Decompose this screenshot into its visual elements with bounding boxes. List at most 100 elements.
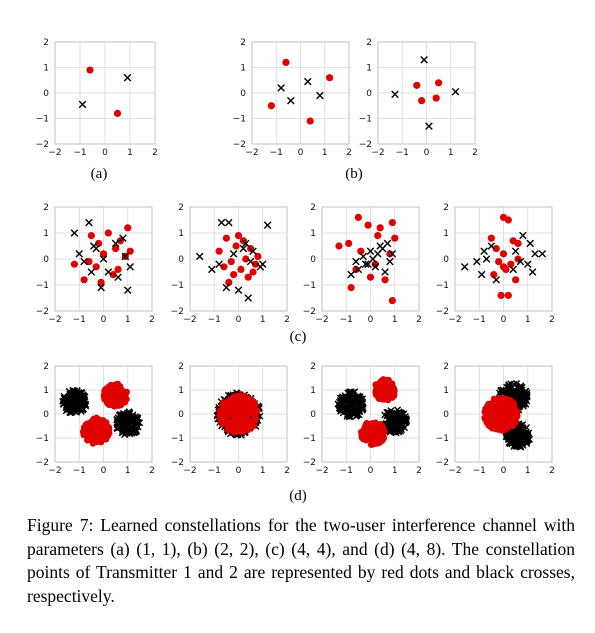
y-tick-label: −1 <box>303 434 316 444</box>
x-tick-label: 2 <box>416 466 422 476</box>
black-cross-point <box>509 265 517 274</box>
y-tick-label: −1 <box>171 434 184 444</box>
black-cross-point <box>473 257 481 266</box>
constellation-figure: −2 −1 0 1 2 −2 −1 0 1 2 −2 −1 0 1 2 −2 −1 0 1 2 −2 −1 0 1 2 −2 −1 0… <box>36 38 555 476</box>
red-dot-point <box>500 405 507 413</box>
red-dot-point <box>244 402 251 409</box>
red-dot-point <box>242 255 250 263</box>
black-cross-point <box>92 244 101 253</box>
red-dot-point <box>377 433 384 440</box>
red-dot-point <box>364 221 372 229</box>
black-cross-point <box>482 255 491 263</box>
black-cross-point <box>195 252 204 261</box>
red-dot-point <box>124 224 132 232</box>
black-cross-point <box>364 260 372 268</box>
red-dot-point <box>490 271 498 279</box>
black-cross-point <box>99 255 108 263</box>
black-cross-point <box>241 239 250 248</box>
red-dot-point <box>494 403 501 411</box>
y-tick-label: −1 <box>36 115 49 125</box>
black-cross-point <box>516 384 524 392</box>
black-cross-point <box>104 268 113 276</box>
black-cross-point <box>511 247 520 255</box>
red-dot-point <box>95 239 103 247</box>
red-dot-point <box>215 247 223 255</box>
red-dot-point <box>492 245 500 253</box>
red-dot-point <box>97 425 104 432</box>
red-dot-point <box>104 389 112 396</box>
red-dot-point <box>386 250 394 258</box>
plot-frame <box>251 41 350 145</box>
black-cross-point <box>538 250 547 258</box>
red-dot-point <box>347 284 355 292</box>
black-cross-point <box>80 395 88 403</box>
y-tick-label: 1 <box>443 229 449 239</box>
y-tick-label: −1 <box>36 281 49 291</box>
black-cross-point <box>352 257 360 266</box>
red-dot-point <box>368 435 375 443</box>
red-dot-point <box>381 276 389 284</box>
black-cross-point <box>127 417 135 425</box>
red-dot-point <box>249 403 256 410</box>
red-dot-point <box>99 250 108 258</box>
panel-c3: −2 −1 0 1 2 −2 −1 0 1 2 <box>303 203 422 325</box>
y-tick-label: −2 <box>436 458 449 468</box>
red-dot-point <box>391 234 399 242</box>
black-cross-point <box>487 242 496 250</box>
red-dot-point <box>227 258 235 266</box>
black-cross-point <box>520 400 528 408</box>
red-dot-point <box>118 387 126 394</box>
y-tick-label: 0 <box>366 89 372 99</box>
panel-c2: −2 −1 0 1 2 −2 −1 0 1 2 <box>171 203 290 325</box>
black-cross-point <box>277 84 285 92</box>
y-tick-label: 2 <box>43 203 49 213</box>
x-tick-label: 2 <box>149 315 155 325</box>
x-tick-label: −2 <box>183 466 196 476</box>
x-tick-label: 0 <box>101 466 107 476</box>
black-cross-point <box>505 381 513 389</box>
red-dot-point <box>232 398 239 405</box>
black-cross-point <box>70 229 79 237</box>
y-tick-label: −1 <box>359 115 372 125</box>
x-tick-label: 2 <box>284 466 290 476</box>
black-cross-point <box>87 268 96 276</box>
red-dot-point <box>499 263 508 271</box>
label-d: (d) <box>289 488 307 504</box>
x-tick-label: −2 <box>48 148 61 158</box>
black-cross-point <box>398 422 406 430</box>
y-tick-label: −1 <box>233 115 246 125</box>
red-dot-point <box>381 428 388 436</box>
black-cross-point <box>425 122 433 130</box>
x-tick-label: 0 <box>298 148 304 158</box>
red-dot-point <box>512 276 520 284</box>
panel-a: −2 −1 0 1 2 −2 −1 0 1 2 <box>36 38 158 158</box>
red-dot-point <box>231 415 239 422</box>
x-tick-label: 0 <box>501 315 507 325</box>
y-tick-label: −2 <box>303 307 316 317</box>
black-cross-point <box>460 263 469 271</box>
black-cross-point <box>217 218 226 227</box>
red-dot-point <box>97 278 105 286</box>
x-tick-label: −2 <box>448 315 461 325</box>
x-tick-label: 2 <box>549 466 555 476</box>
red-dot-point <box>234 232 243 240</box>
red-dot-point <box>498 424 505 432</box>
black-cross-point <box>215 260 223 268</box>
red-dot-point <box>306 117 314 125</box>
black-cross-point <box>303 77 312 86</box>
black-cross-point <box>508 440 516 448</box>
red-dot-point <box>486 422 494 430</box>
y-tick-label: −2 <box>436 307 449 317</box>
x-tick-label: −1 <box>396 148 409 158</box>
y-tick-label: −2 <box>303 458 316 468</box>
x-tick-label: −2 <box>371 148 384 158</box>
red-dot-point <box>371 440 378 448</box>
red-dot-point <box>85 434 92 442</box>
black-cross-point <box>80 257 88 266</box>
plot-frame <box>189 365 288 463</box>
figure-caption: Figure 7: Learned constellations for the… <box>27 515 575 606</box>
red-dot-point <box>116 396 123 403</box>
plot-frame <box>454 206 553 312</box>
panel-d1: −2 −1 0 1 2 −2 −1 0 1 2 <box>36 362 155 476</box>
black-cross-point <box>358 406 366 414</box>
